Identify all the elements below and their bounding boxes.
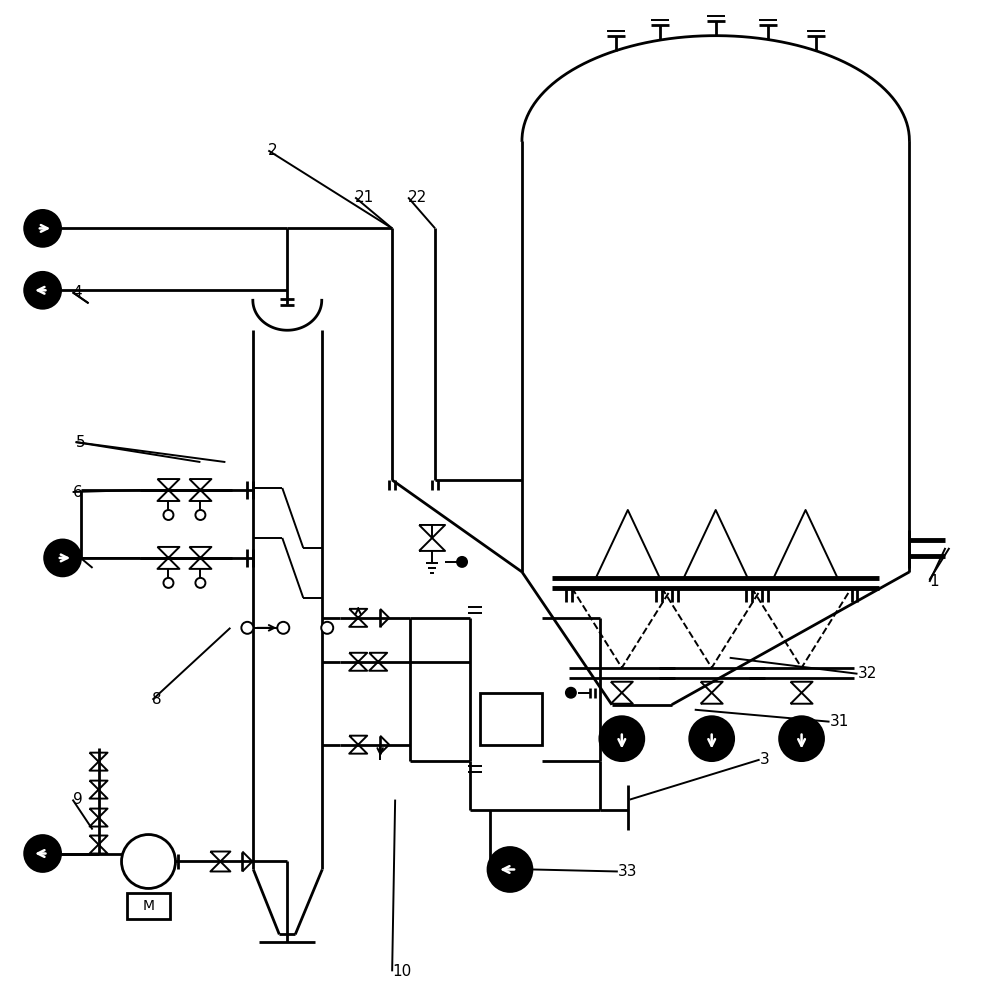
Text: 32: 32: [858, 666, 877, 681]
Circle shape: [163, 578, 173, 588]
Text: 21: 21: [355, 190, 375, 205]
Circle shape: [488, 848, 532, 891]
Text: 7: 7: [73, 550, 83, 565]
Text: 10: 10: [393, 964, 412, 979]
Circle shape: [25, 210, 61, 246]
Circle shape: [163, 510, 173, 520]
Circle shape: [25, 272, 61, 308]
Circle shape: [45, 540, 81, 576]
Circle shape: [121, 835, 176, 888]
Text: 22: 22: [409, 190, 427, 205]
Circle shape: [457, 557, 467, 567]
Text: 6: 6: [73, 485, 83, 500]
Circle shape: [196, 578, 206, 588]
Circle shape: [277, 622, 289, 634]
Text: 31: 31: [830, 714, 849, 729]
Text: 3: 3: [759, 752, 769, 767]
Bar: [480, 693, 542, 745]
Circle shape: [25, 836, 61, 871]
Bar: [126, 893, 170, 919]
Circle shape: [321, 622, 333, 634]
Text: 8: 8: [152, 692, 162, 707]
Text: 5: 5: [76, 435, 85, 450]
Circle shape: [690, 717, 734, 761]
Text: M: M: [142, 899, 154, 913]
Circle shape: [196, 510, 206, 520]
Text: 1: 1: [929, 574, 939, 589]
Text: 33: 33: [618, 864, 637, 879]
Circle shape: [779, 717, 824, 761]
Circle shape: [566, 688, 576, 698]
Text: 2: 2: [268, 143, 278, 158]
Circle shape: [599, 717, 644, 761]
Circle shape: [242, 622, 253, 634]
Text: 9: 9: [73, 792, 83, 807]
Text: 4: 4: [73, 285, 83, 300]
